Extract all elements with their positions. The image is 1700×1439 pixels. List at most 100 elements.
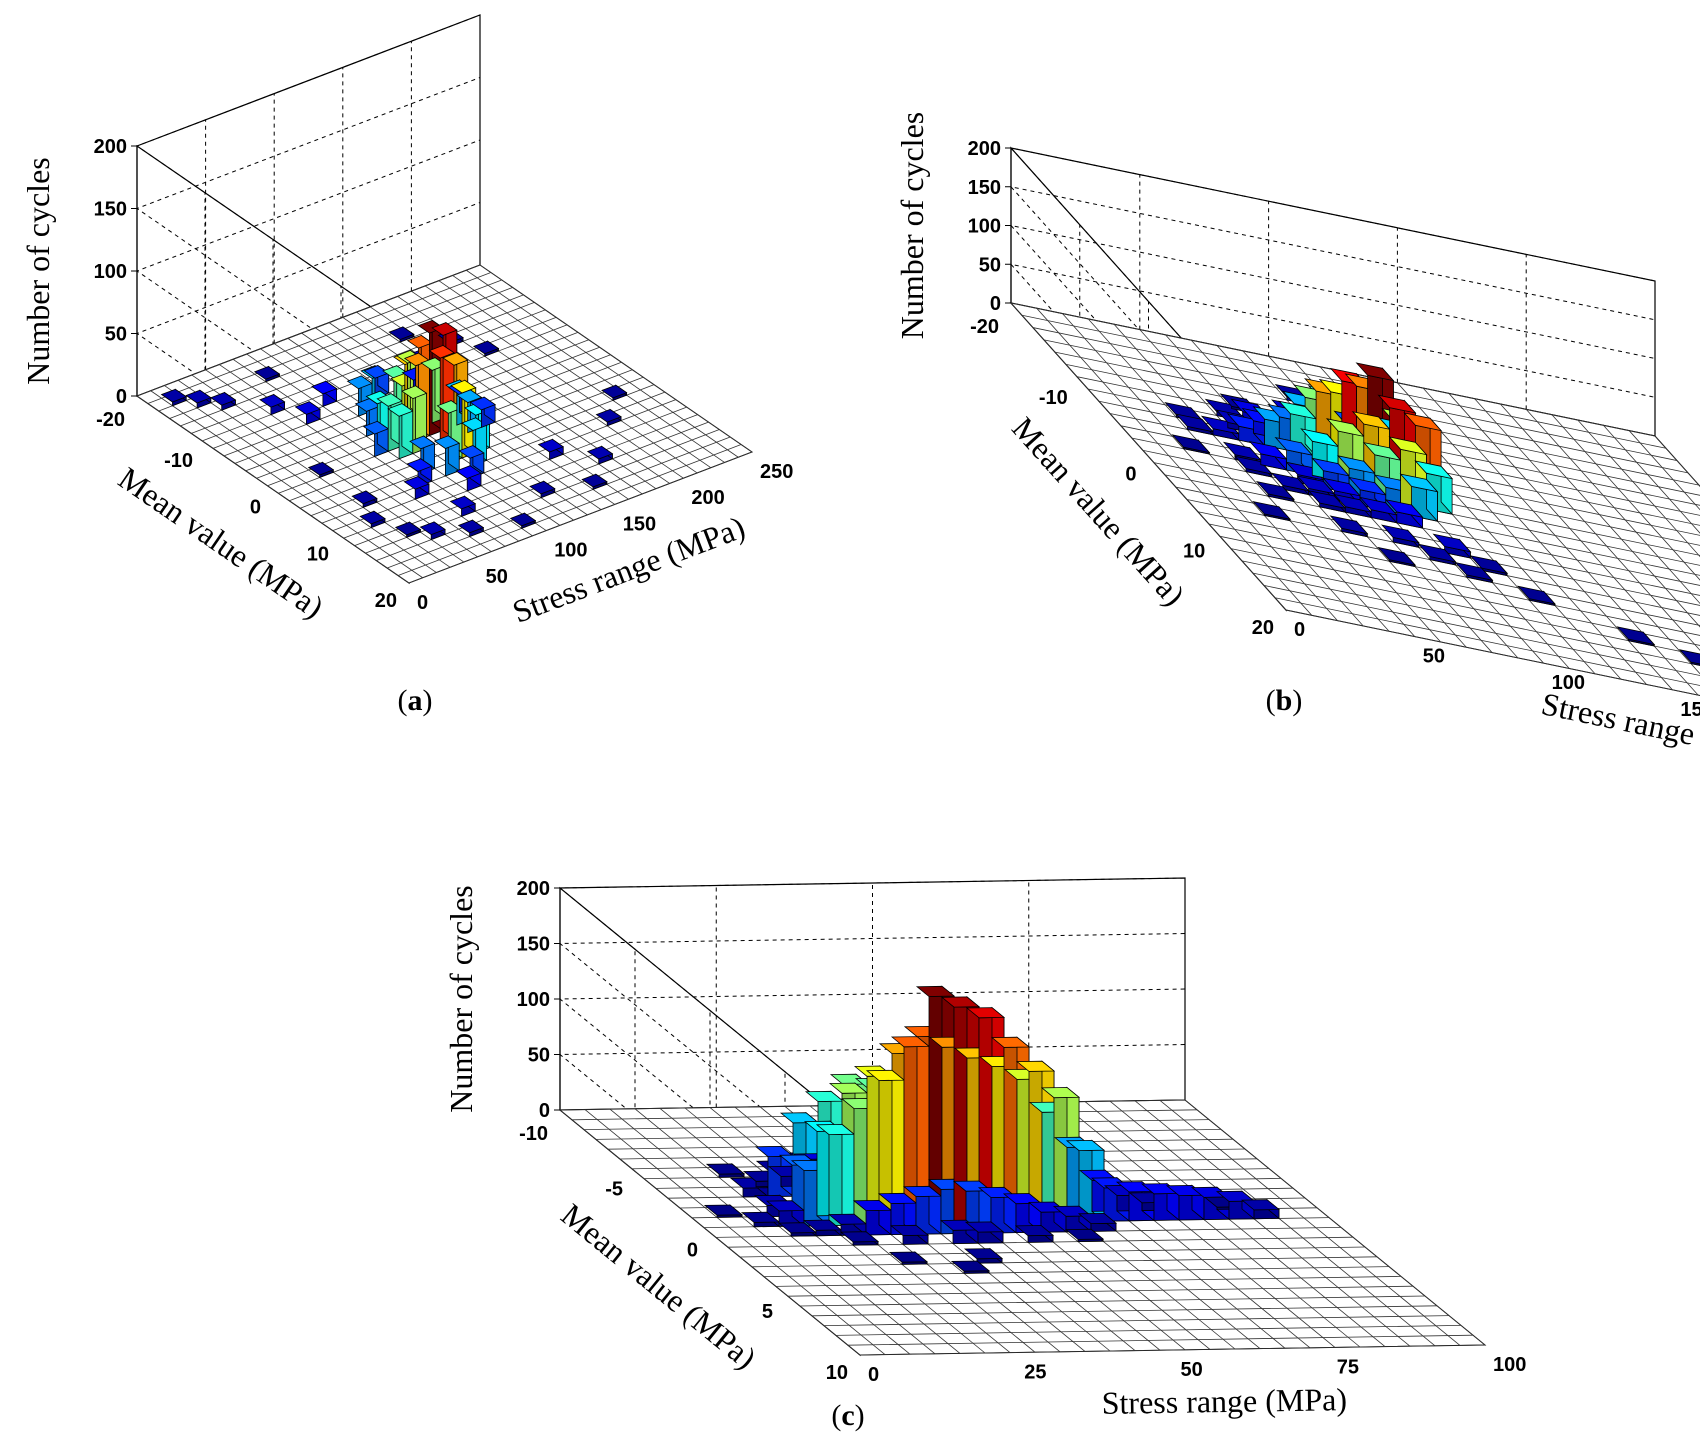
bar bbox=[1270, 472, 1310, 496]
bar bbox=[472, 340, 500, 357]
bar bbox=[362, 420, 390, 458]
bar-top bbox=[469, 396, 496, 411]
bar bbox=[963, 1247, 1004, 1264]
bar-top bbox=[1377, 546, 1417, 566]
x-tick-label: -10 bbox=[164, 450, 193, 472]
bar-top bbox=[595, 408, 622, 423]
z-tick-label: 0 bbox=[539, 1100, 550, 1122]
bar-top bbox=[294, 401, 321, 415]
bar-top bbox=[1240, 1199, 1281, 1211]
bar bbox=[1255, 480, 1295, 503]
y-tick-label: 0 bbox=[1294, 619, 1305, 641]
bar bbox=[890, 1035, 931, 1225]
bar bbox=[1469, 555, 1509, 577]
bar bbox=[469, 396, 496, 428]
y-tick-label: 250 bbox=[760, 461, 793, 483]
y-tick-label: 150 bbox=[1680, 699, 1700, 721]
y-tick-label: 50 bbox=[1423, 646, 1445, 668]
y-tick-label: 0 bbox=[868, 1364, 879, 1386]
bar bbox=[1432, 533, 1472, 560]
bar-top bbox=[1403, 412, 1443, 432]
bar bbox=[977, 1186, 1018, 1234]
x-tick-label: 20 bbox=[1252, 617, 1274, 639]
bar-top bbox=[1355, 362, 1395, 382]
x-tick-label: -20 bbox=[96, 409, 125, 431]
bar bbox=[581, 473, 608, 490]
bar bbox=[839, 1230, 880, 1246]
bar bbox=[1678, 649, 1700, 666]
bar bbox=[388, 326, 415, 343]
bar-top bbox=[1678, 649, 1700, 665]
bars bbox=[703, 985, 1281, 1274]
bar-top bbox=[1255, 480, 1295, 500]
bar-top bbox=[1171, 434, 1211, 454]
bar-top bbox=[307, 461, 335, 476]
bar bbox=[394, 521, 422, 538]
z-tick-label: 0 bbox=[990, 293, 1001, 315]
bar-top bbox=[586, 445, 614, 460]
bar-top bbox=[160, 388, 188, 403]
bar bbox=[815, 1123, 856, 1227]
bar-top bbox=[394, 521, 422, 536]
bar-top bbox=[1516, 585, 1557, 605]
bar-top bbox=[449, 495, 477, 510]
bar-top bbox=[455, 465, 482, 479]
bar-top bbox=[442, 352, 469, 366]
bar bbox=[160, 388, 188, 407]
bar-top bbox=[450, 379, 477, 394]
y-tick-label: 100 bbox=[1493, 1354, 1526, 1376]
y-axis-title: Stress range (MPa) bbox=[1538, 685, 1700, 770]
bar-top bbox=[311, 380, 338, 395]
bar bbox=[888, 1251, 929, 1265]
z-tick-label: 200 bbox=[968, 138, 1001, 160]
y-tick-label: 50 bbox=[1181, 1359, 1203, 1381]
bar bbox=[703, 1204, 744, 1218]
panel-b-chart: 050100150200-20-1001020050100150200250Nu… bbox=[894, 112, 1700, 770]
y-tick-label: 100 bbox=[1552, 672, 1585, 694]
y-tick-label: 100 bbox=[554, 540, 587, 562]
bar bbox=[765, 1199, 806, 1227]
bar bbox=[1165, 1184, 1206, 1221]
x-tick-label: 10 bbox=[826, 1362, 848, 1384]
bar bbox=[964, 1221, 1005, 1244]
bar-top bbox=[1469, 555, 1509, 574]
bar bbox=[537, 438, 565, 461]
bar bbox=[1171, 434, 1211, 456]
panel-a-label: (a) bbox=[398, 684, 433, 717]
x-tick-label: 0 bbox=[250, 497, 261, 519]
bar-top bbox=[703, 1204, 744, 1216]
y-tick-label: 0 bbox=[417, 592, 428, 614]
x-tick-label: -20 bbox=[970, 316, 999, 338]
bars bbox=[160, 319, 628, 541]
bar bbox=[1311, 457, 1351, 494]
bar-top bbox=[964, 1221, 1005, 1233]
bar-top bbox=[965, 1007, 1006, 1019]
bar-top bbox=[259, 394, 286, 408]
z-tick-label: 200 bbox=[94, 136, 127, 158]
bar bbox=[351, 490, 378, 508]
bar bbox=[595, 408, 622, 427]
bar-top bbox=[509, 512, 537, 527]
z-tick-label: 150 bbox=[94, 199, 127, 221]
bar bbox=[433, 435, 461, 477]
bar-top bbox=[1040, 1087, 1081, 1099]
z-tick-label: 150 bbox=[517, 934, 550, 956]
bar-top bbox=[403, 476, 430, 490]
bar-top bbox=[359, 510, 386, 525]
bar bbox=[509, 512, 537, 529]
y-tick-label: 25 bbox=[1024, 1362, 1046, 1384]
bar-top bbox=[1454, 561, 1494, 581]
bar bbox=[455, 464, 482, 492]
z-tick-label: 200 bbox=[517, 878, 550, 900]
x-tick-label: 5 bbox=[762, 1301, 773, 1323]
bar-top bbox=[537, 438, 565, 453]
bar bbox=[294, 400, 321, 425]
y-tick-label: 200 bbox=[691, 487, 724, 509]
bar bbox=[311, 380, 338, 407]
bar-top bbox=[1329, 515, 1369, 535]
bar-top bbox=[529, 480, 556, 495]
bar bbox=[1380, 524, 1420, 549]
bar bbox=[705, 1163, 746, 1178]
